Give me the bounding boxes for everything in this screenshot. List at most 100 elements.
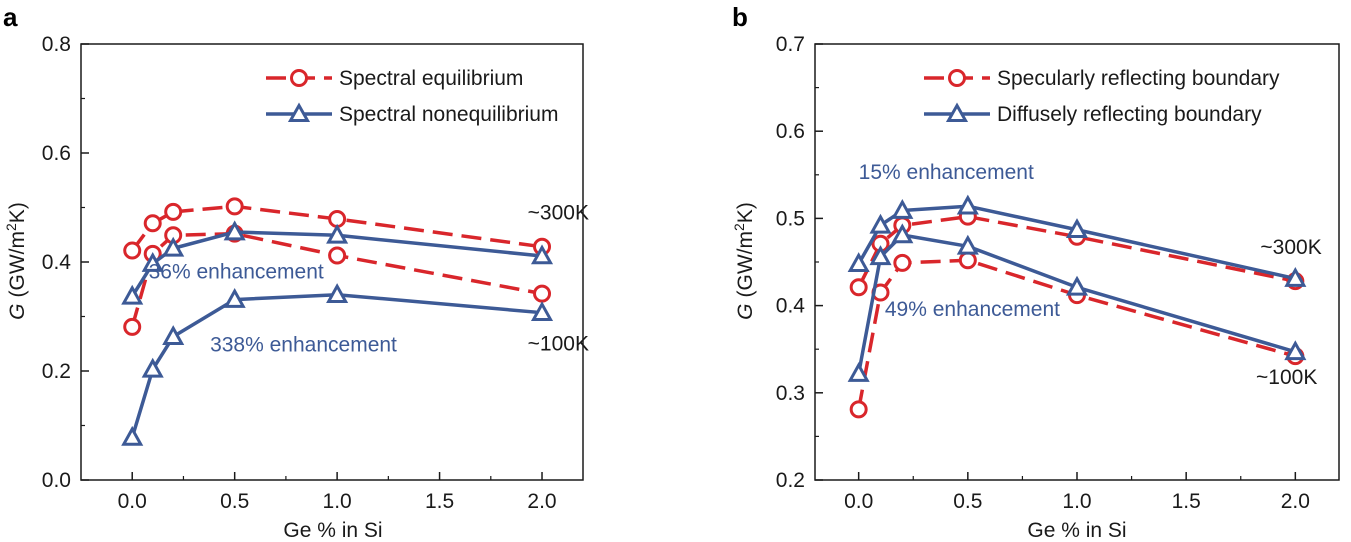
panel-b-x-tick-label: 1.5 [1172, 490, 1201, 513]
panel-b-data-point [849, 400, 868, 419]
panel-b-data-point [891, 223, 914, 244]
legend-diffuse-label: Diffusely reflecting boundary [997, 103, 1262, 126]
panel-b-data-point [956, 234, 979, 255]
panel-b-data-point [893, 253, 912, 272]
panel-a-x-tick-label: 1.0 [323, 490, 352, 513]
panel-a-y-axis-unit-end: K) [6, 202, 29, 223]
panel-a-series-line [130, 292, 543, 438]
panel-b-x-tick-label: 0.5 [953, 490, 982, 513]
panel-b-y-tick-label: 0.7 [776, 33, 805, 56]
panel-b-x-tick-label: 0.0 [844, 490, 873, 513]
panel-a-data-point [162, 325, 185, 345]
panel-a-x-tick-label: 1.5 [425, 490, 454, 513]
panel-b-y-tick-label: 0.5 [776, 207, 805, 230]
panel-b-data-point [869, 245, 892, 266]
panel-b-y-axis-title: G (GW/m2K) [731, 202, 757, 320]
panel-b-data-point [849, 278, 868, 297]
panel-a-annotation: ~300K [528, 201, 589, 224]
panel-b-y-axis-unit: (GW/m [734, 231, 757, 297]
panel-b-annotation: 49% enhancement [885, 298, 1060, 321]
panel-a-data-point [530, 301, 554, 321]
panel-a-y-tick-label: 0.2 [42, 360, 71, 383]
panel-a-y-tick-label: 0.4 [42, 251, 72, 274]
legend-equilibrium-label: Spectral equilibrium [339, 67, 523, 90]
panel-b-series-line [856, 233, 1296, 374]
panel-b-data-point [1284, 340, 1307, 361]
panel-b-y-tick-label: 0.4 [776, 295, 806, 318]
panel-b-y-axis-exponent: 2 [731, 223, 747, 231]
panel-b-series-2 [847, 194, 1307, 287]
panel-b-letter: b [732, 2, 748, 32]
panel-a-data-point [225, 197, 244, 216]
panel-a-series-line [130, 204, 543, 252]
panel-b-x-tick-label: 1.0 [1062, 490, 1091, 513]
panel-a-data-point [326, 223, 349, 244]
panel-b-data-point [847, 252, 870, 273]
panel-b-x-tick-label: 2.0 [1281, 490, 1310, 513]
panel-a-data-point [121, 284, 144, 305]
panel-a-data-point [530, 244, 554, 265]
panel-b-chart: Specularly reflecting boundary Diffusely… [731, 33, 1340, 542]
panel-a-annotation: 338% enhancement [210, 333, 397, 356]
panel-b-data-point [1065, 218, 1089, 239]
panel-a-data-point [141, 357, 164, 378]
panel-a-data-point [223, 288, 246, 308]
panel-a-data-point [121, 425, 144, 446]
panel-b-data-point [891, 198, 914, 219]
panel-b-data-point [1065, 275, 1089, 296]
panel-a-legend: Spectral equilibrium Spectral nonequilib… [266, 67, 558, 126]
panel-a-y-axis-exponent: 2 [3, 223, 19, 231]
panel-a-data-point [533, 284, 552, 303]
panel-b-annotation: ~100K [1256, 366, 1317, 389]
panel-b-y-tick-label: 0.3 [776, 382, 805, 405]
panel-b-y-axis-unit-end: K) [734, 202, 757, 223]
panel-a-data-point [326, 283, 349, 303]
panel-a-y-tick-label: 0.8 [42, 33, 71, 56]
panel-b-data-point [956, 194, 979, 215]
panel-b-legend: Specularly reflecting boundary Diffusely… [924, 67, 1280, 126]
panel-a-x-tick-label: 0.0 [118, 490, 147, 513]
panel-a-y-axis-unit: (GW/m [6, 231, 29, 297]
panel-a-data-point [123, 317, 142, 336]
panel-b-annotation: ~300K [1260, 236, 1321, 259]
panel-a-y-tick-label: 0.0 [42, 469, 71, 492]
panel-b-data-point [958, 251, 977, 270]
panel-a-series-0 [123, 197, 552, 260]
panel-a-annotation: ~100K [528, 332, 589, 355]
legend-diffuse-marker [945, 102, 969, 122]
panel-a-data-point [143, 214, 162, 233]
panel-a-y-axis-symbol: G [6, 303, 29, 319]
panel-b-y-tick-label: 0.2 [776, 469, 805, 492]
panel-a-data-point [141, 252, 164, 272]
panel-a-data-point [223, 220, 246, 241]
panel-b-y-tick-label: 0.6 [776, 120, 805, 143]
legend-specular-marker [948, 69, 966, 87]
panel-a-data-point [328, 246, 347, 265]
panel-a-data-point [162, 236, 185, 257]
panel-a-data-point [123, 241, 142, 260]
panel-a-annotation: 36% enhancement [149, 260, 324, 283]
legend-nonequilibrium-label: Spectral nonequilibrium [339, 103, 558, 126]
legend-nonequilibrium-marker [287, 102, 311, 122]
panel-b-data-point [847, 362, 870, 382]
legend-specular-label: Specularly reflecting boundary [997, 67, 1280, 90]
panel-a-chart: Spectral equilibrium Spectral nonequilib… [3, 33, 589, 542]
panel-b-x-axis-title: Ge % in Si [1027, 519, 1126, 542]
panel-a-letter: a [3, 2, 18, 32]
panel-a-series-3 [121, 283, 554, 446]
legend-equilibrium-marker [290, 69, 308, 87]
panel-b-data-point [869, 213, 892, 234]
panel-a-y-axis-title: G (GW/m2K) [3, 202, 29, 320]
panel-a-y-tick-label: 0.6 [42, 142, 71, 165]
panel-b-series-3 [847, 223, 1307, 382]
panel-b-series-line [856, 258, 1296, 410]
panel-b-annotation: 15% enhancement [859, 161, 1034, 184]
panel-b-data-point [1284, 266, 1307, 287]
panel-a-data-point [164, 202, 183, 221]
panel-a-x-axis-title: Ge % in Si [283, 519, 382, 542]
panel-a-x-tick-label: 0.5 [220, 490, 249, 513]
panel-b-y-axis-symbol: G [734, 303, 757, 319]
panel-a-x-tick-label: 2.0 [527, 490, 556, 513]
panel-a-series-2 [121, 220, 554, 305]
